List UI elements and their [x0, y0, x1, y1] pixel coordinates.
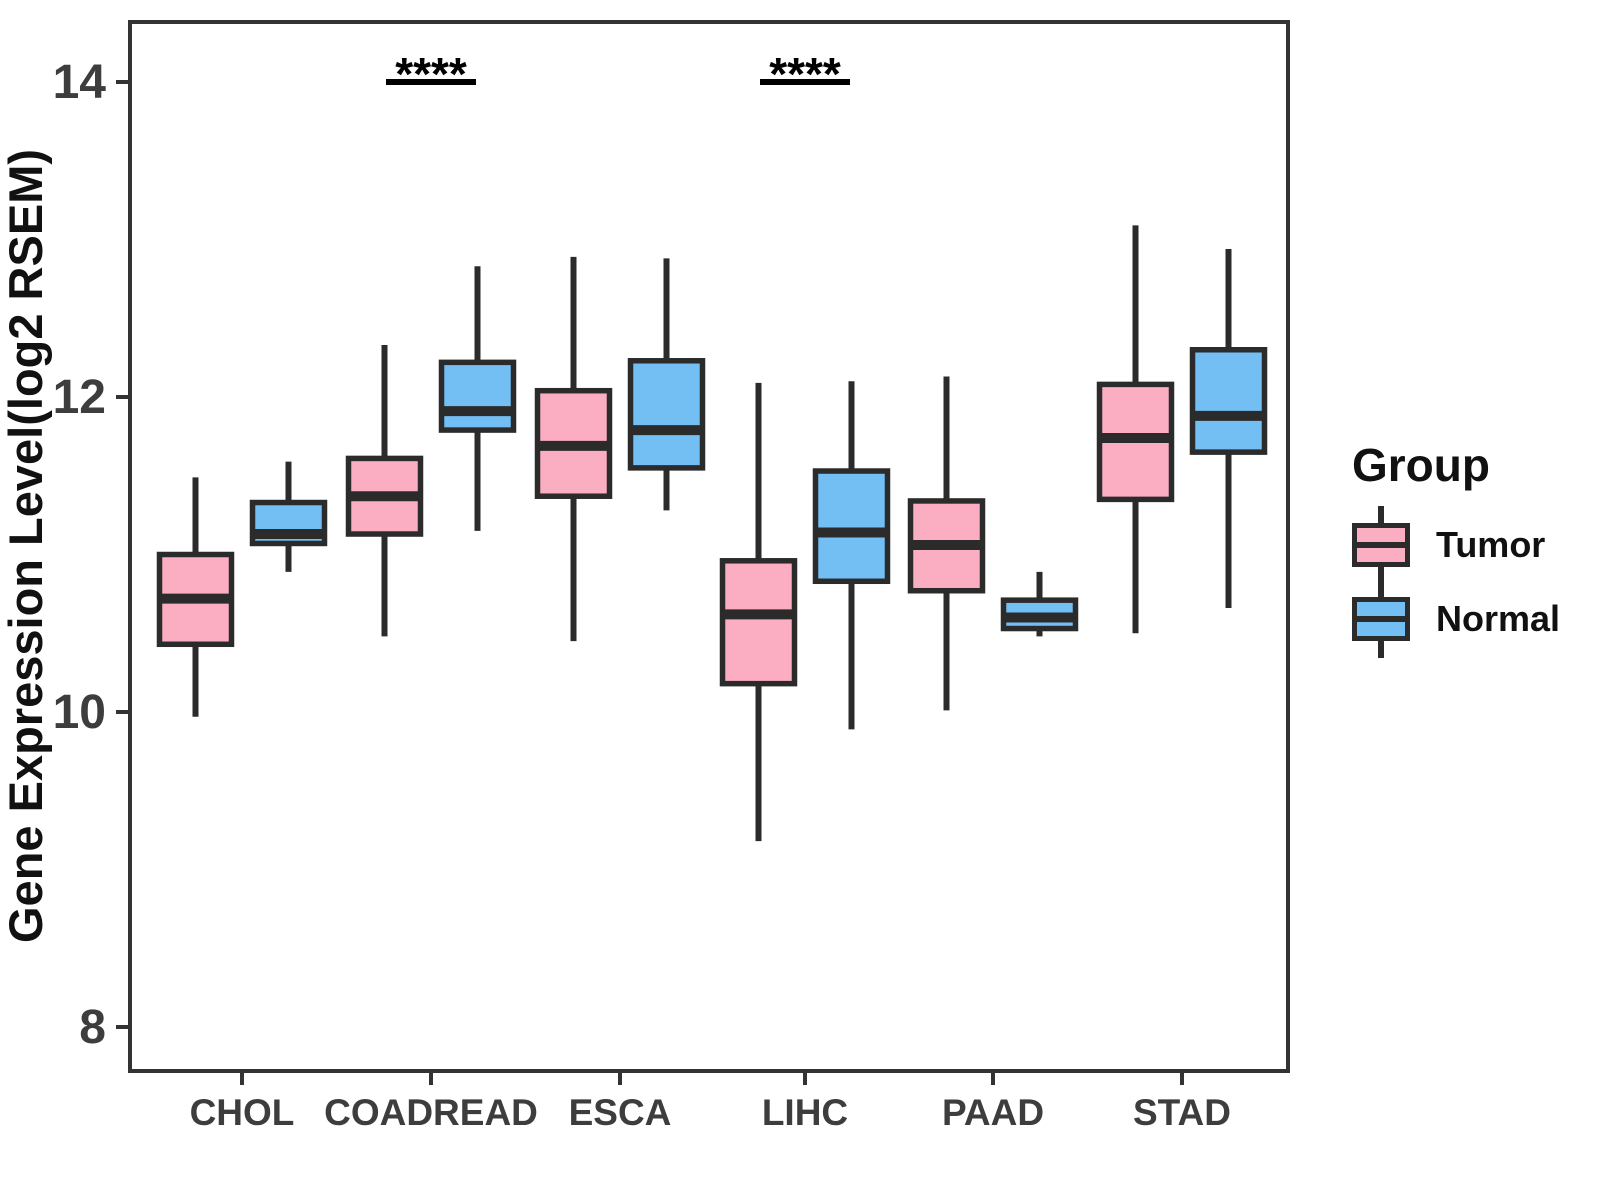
x-tick-label-paad: PAAD: [942, 1092, 1044, 1133]
tumor-key-box: [1352, 523, 1410, 567]
y-axis-ticks: 8 10 12 14: [53, 56, 130, 1054]
legend-row-normal: Normal: [1352, 580, 1560, 658]
normal-key-box: [1352, 597, 1410, 641]
box-normal-esca: [627, 358, 706, 471]
legend-title: Group: [1352, 439, 1490, 491]
box-normal-coadread: [438, 359, 517, 433]
key-median-line: [1352, 542, 1410, 548]
boxplot-series: [156, 225, 1268, 842]
legend-row-tumor: Tumor: [1352, 506, 1560, 584]
significance-annotations: **** ****: [386, 48, 850, 100]
legend-label-normal: Normal: [1436, 598, 1561, 639]
x-axis-ticks: CHOL COADREAD ESCA LIHC PAAD STAD: [190, 1071, 1231, 1133]
panel-border: [128, 20, 1290, 1073]
significance-stars-coadread: ****: [395, 48, 467, 100]
normal-boxplot-key-icon: [1352, 580, 1410, 658]
legend: Group Tumor Normal: [1352, 438, 1560, 658]
legend-label-tumor: Tumor: [1436, 524, 1546, 565]
y-tick-label: 8: [79, 1001, 106, 1054]
x-tick-label-lihc: LIHC: [762, 1092, 848, 1133]
y-axis-title: Gene Expression Level(log2 RSEM): [0, 149, 52, 943]
key-median-line: [1352, 616, 1410, 622]
x-tick-label-stad: STAD: [1133, 1092, 1231, 1133]
x-tick-label-coadread: COADREAD: [324, 1092, 538, 1133]
y-tick-label: 12: [53, 371, 106, 424]
box-normal-stad: [1189, 347, 1268, 455]
x-tick-label-chol: CHOL: [190, 1092, 295, 1133]
box-tumor-lihc: [719, 558, 798, 687]
box-normal-lihc: [812, 468, 891, 585]
x-tick-label-esca: ESCA: [569, 1092, 672, 1133]
significance-stars-lihc: ****: [769, 48, 841, 100]
tumor-boxplot-key-icon: [1352, 506, 1410, 584]
y-tick-label: 10: [53, 686, 106, 739]
y-tick-label: 14: [53, 56, 107, 109]
